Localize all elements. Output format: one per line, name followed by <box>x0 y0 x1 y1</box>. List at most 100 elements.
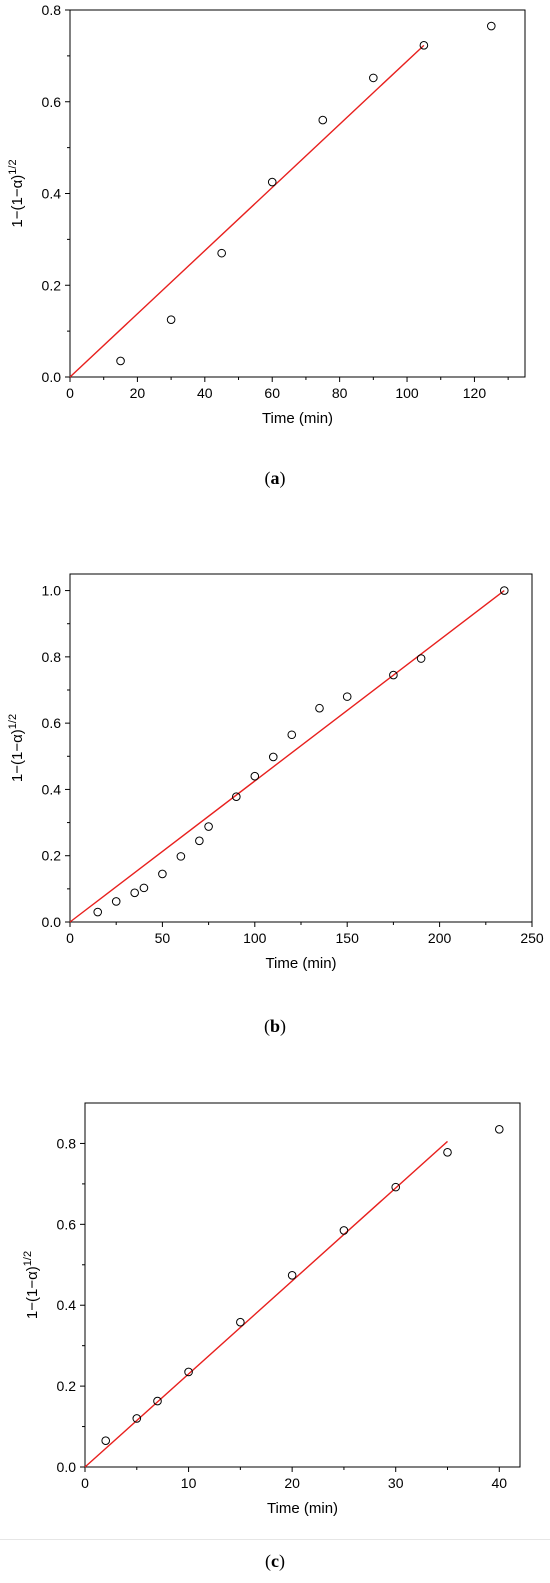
data-point <box>486 21 496 31</box>
x-tick-label: 250 <box>520 930 544 946</box>
data-point <box>232 792 241 802</box>
y-axis-title-superscript: 1/2 <box>7 714 19 729</box>
y-tick-label: 0.0 <box>42 914 62 930</box>
y-axis-title-base: 1−(1−α) <box>9 729 26 782</box>
data-point <box>101 1436 111 1446</box>
y-tick-label: 0.2 <box>42 277 62 293</box>
x-tick-label: 200 <box>428 930 452 946</box>
x-tick-label: 10 <box>181 1475 197 1491</box>
data-point <box>195 836 204 846</box>
data-point <box>419 41 429 50</box>
y-axis-title-superscript: 1/2 <box>22 1251 34 1266</box>
caption-c: (c) <box>0 1551 550 1572</box>
y-axis-title-base: 1−(1−α) <box>24 1266 41 1319</box>
data-point <box>339 1226 349 1235</box>
data-point <box>416 654 426 663</box>
caption-c-open: ( <box>265 1551 271 1571</box>
y-tick-label: 0.2 <box>42 848 62 864</box>
plot-frame <box>69 9 526 378</box>
y-tick-label: 0.6 <box>42 94 62 110</box>
caption-a: (a) <box>0 468 550 489</box>
y-axis-title: 1−(1−α)1/2 <box>22 1251 41 1319</box>
chart-c-svg: 0 10 20 30 40 0.0 0.2 0.4 0.6 0.8 Time (min) 1−(1−α… <box>22 1102 521 1517</box>
x-tick-label: 40 <box>491 1475 507 1491</box>
x-tick-label: 60 <box>264 385 280 401</box>
x-tick-label: 150 <box>336 930 360 946</box>
y-tick-label: 0.4 <box>42 781 62 797</box>
caption-b-letter: b <box>269 1016 280 1036</box>
caption-b: (b) <box>0 1016 550 1037</box>
y-tick-label: 0.4 <box>42 186 62 202</box>
data-point <box>93 907 103 917</box>
data-point <box>267 177 277 187</box>
x-tick-label: 80 <box>332 385 348 401</box>
data-point <box>250 771 260 781</box>
chart-panel-b: 0 50 100 150 200 250 0.0 0.2 0.4 0.6 0.8 1.0 Time (m… <box>0 520 550 1068</box>
data-point <box>139 883 149 893</box>
y-tick-label: 0.4 <box>57 1297 77 1313</box>
x-tick-label: 0 <box>81 1475 89 1491</box>
data-point <box>236 1317 245 1327</box>
y-tick-label: 0.8 <box>57 1135 77 1151</box>
x-tick-label: 20 <box>130 385 146 401</box>
plot-frame <box>84 1102 521 1468</box>
data-point <box>318 115 328 125</box>
x-tick-label: 0 <box>66 930 74 946</box>
y-tick-label: 0.0 <box>42 369 62 385</box>
y-axis-title-superscript: 1/2 <box>7 159 19 174</box>
chart-b-svg: 0 50 100 150 200 250 0.0 0.2 0.4 0.6 0.8 1.0 Time (m… <box>7 573 544 972</box>
caption-a-letter: a <box>270 468 280 488</box>
data-point <box>132 1414 142 1423</box>
data-point <box>391 1182 401 1192</box>
y-tick-label: 0.8 <box>42 649 62 665</box>
data-point <box>443 1148 452 1157</box>
caption-c-close: ) <box>279 1551 285 1571</box>
data-point <box>158 869 167 879</box>
fit-line <box>69 44 425 378</box>
chart-panel-a: 0 20 40 60 80 100 120 0.0 0.2 0.4 0.6 0.8 Time (min)… <box>0 0 550 520</box>
divider <box>0 1539 550 1540</box>
data-point <box>268 752 278 762</box>
data-point <box>111 897 121 906</box>
data-point <box>315 703 324 713</box>
data-point <box>494 1124 504 1134</box>
data-point <box>389 670 398 680</box>
y-tick-label: 0.6 <box>57 1216 77 1232</box>
fit-line <box>84 1140 448 1468</box>
caption-a-close: ) <box>279 468 286 488</box>
data-point <box>217 248 226 258</box>
data-point <box>176 852 186 861</box>
x-axis-title: Time (min) <box>267 1500 338 1517</box>
caption-c-letter: c <box>271 1551 279 1571</box>
caption-b-open: ( <box>263 1016 270 1036</box>
y-tick-label: 0.0 <box>57 1459 77 1475</box>
y-tick-label: 1.0 <box>42 583 62 599</box>
data-point <box>287 730 297 740</box>
chart-a-svg: 0 20 40 60 80 100 120 0.0 0.2 0.4 0.6 0.8 Time (min)… <box>7 2 526 427</box>
caption-b-close: ) <box>280 1016 286 1036</box>
x-tick-label: 100 <box>395 385 419 401</box>
data-point <box>204 822 213 831</box>
y-tick-label: 0.6 <box>42 715 62 731</box>
x-tick-label: 20 <box>284 1475 300 1491</box>
data-point <box>342 692 352 701</box>
caption-a-open: ( <box>264 468 271 488</box>
data-point <box>116 356 125 366</box>
y-axis-title: 1−(1−α)1/2 <box>7 714 26 782</box>
x-axis-title: Time (min) <box>265 955 336 972</box>
data-point <box>499 586 509 595</box>
fit-line <box>69 590 505 923</box>
chart-panel-c: 0 10 20 30 40 0.0 0.2 0.4 0.6 0.8 Time (min) 1−(1−α… <box>0 1068 550 1583</box>
y-axis-title: 1−(1−α)1/2 <box>7 159 26 227</box>
y-tick-label: 0.8 <box>42 2 62 18</box>
data-point <box>287 1270 297 1280</box>
x-tick-label: 50 <box>155 930 171 946</box>
data-point <box>153 1396 162 1406</box>
y-tick-label: 0.2 <box>57 1378 77 1394</box>
x-tick-label: 30 <box>388 1475 404 1491</box>
x-tick-label: 0 <box>66 385 74 401</box>
data-point <box>369 73 378 83</box>
x-axis-title: Time (min) <box>262 410 333 427</box>
data-point <box>130 888 139 898</box>
data-point <box>166 315 176 324</box>
